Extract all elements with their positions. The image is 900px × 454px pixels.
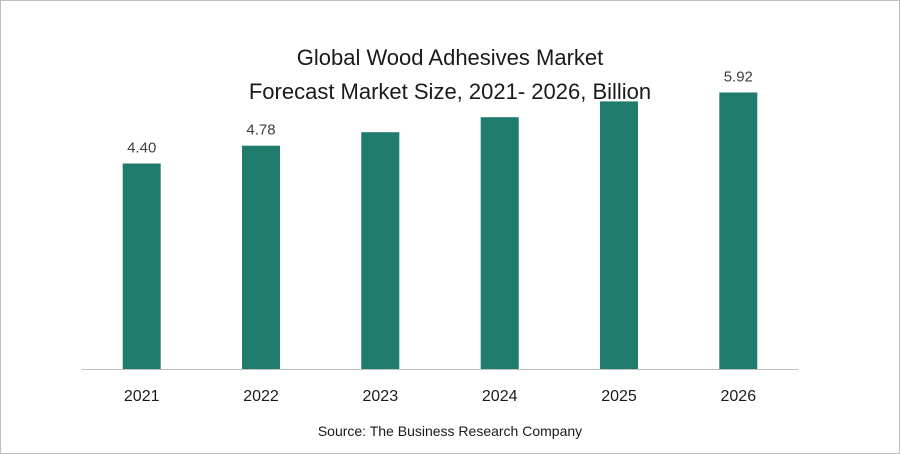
bar-2023 [361,132,400,369]
data-label-2026: 5.92 [724,69,753,86]
bar-2026 [719,92,758,369]
chart-title: Global Wood Adhesives Market [296,45,604,70]
bar-2025 [600,101,638,370]
x-tick-label-2022: 2022 [243,388,279,405]
source-note: Source: The Business Research Company [317,423,583,439]
x-tick-label-2021: 2021 [124,388,160,405]
data-label-2022: 4.78 [246,122,275,139]
x-tick-label-2025: 2025 [601,388,637,405]
x-tick-label-2026: 2026 [721,388,757,405]
data-label-2021: 4.40 [127,140,156,157]
chart-subtitle: Forecast Market Size, 2021- 2026, Billio… [248,79,652,104]
bar-2021 [122,163,161,369]
bar-2024 [480,117,519,369]
x-tick-label-2024: 2024 [482,388,518,405]
x-tick-label-2023: 2023 [363,388,399,405]
bar-2022 [242,145,280,369]
